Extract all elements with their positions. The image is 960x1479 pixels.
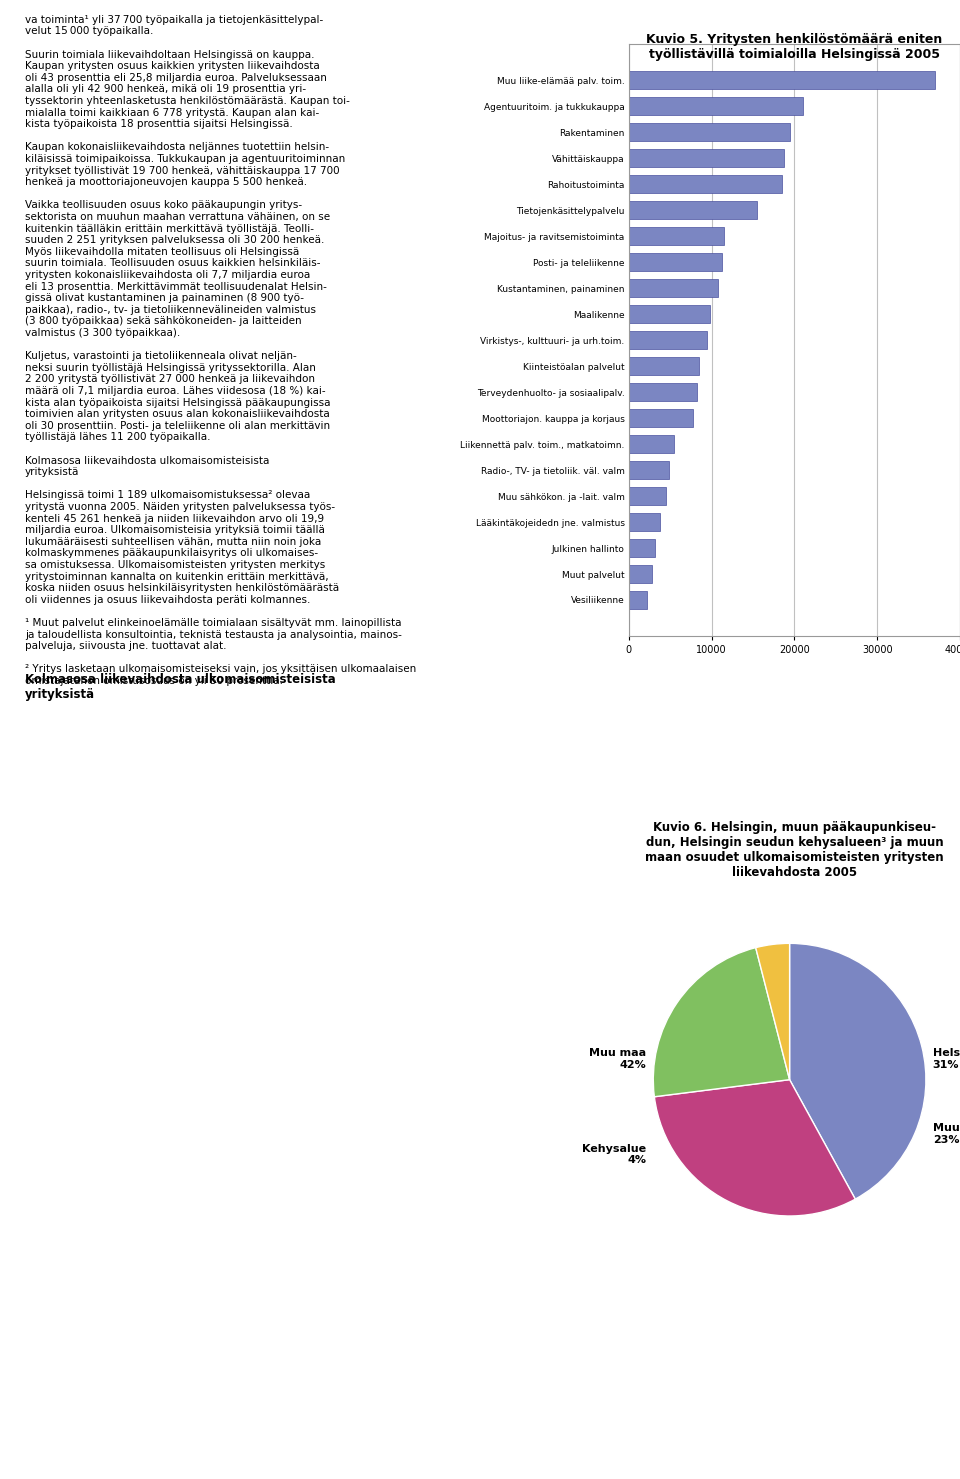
Bar [629,123,790,142]
Text: va toiminta¹ yli 37 700 työpaikalla ja tietojenkäsittelypal-
velut 15 000 työpai: va toiminta¹ yli 37 700 työpaikalla ja t… [25,15,417,686]
Text: Helsinki
31%: Helsinki 31% [933,1049,960,1069]
Bar [629,305,710,324]
Bar [629,253,722,271]
Text: Kehysalue
4%: Kehysalue 4% [583,1143,646,1165]
Text: Muu maa
42%: Muu maa 42% [589,1049,646,1069]
Bar [629,435,674,453]
Bar [629,410,693,427]
Bar [629,71,935,89]
Bar [629,565,652,583]
Text: Muu Pks
23%: Muu Pks 23% [933,1124,960,1145]
Bar [629,98,803,115]
Bar [629,356,699,376]
Bar [629,513,660,531]
Text: Kuvio 5. Yritysten henkilöstömäärä eniten
työllistävillä toimialoilla Helsingiss: Kuvio 5. Yritysten henkilöstömäärä enite… [646,33,943,61]
Bar [629,201,757,219]
Bar [629,487,666,506]
Bar [629,228,724,246]
Wedge shape [655,1080,855,1216]
Bar [629,383,697,401]
Bar [629,175,782,194]
Wedge shape [789,944,925,1199]
Bar [629,538,656,558]
Bar [629,592,647,609]
Wedge shape [756,944,790,1080]
Bar [629,280,718,297]
Wedge shape [654,948,789,1097]
Bar [629,149,784,167]
Text: Kuvio 6. Helsingin, muun pääkaupunkiseu-
dun, Helsingin seudun kehysalueen³ ja m: Kuvio 6. Helsingin, muun pääkaupunkiseu-… [645,821,944,879]
Text: Kolmasosa liikevaihdosta ulkomaisomisteisista
yrityksistä: Kolmasosa liikevaihdosta ulkomaisomistei… [25,673,336,701]
Bar [629,331,708,349]
Bar [629,461,668,479]
